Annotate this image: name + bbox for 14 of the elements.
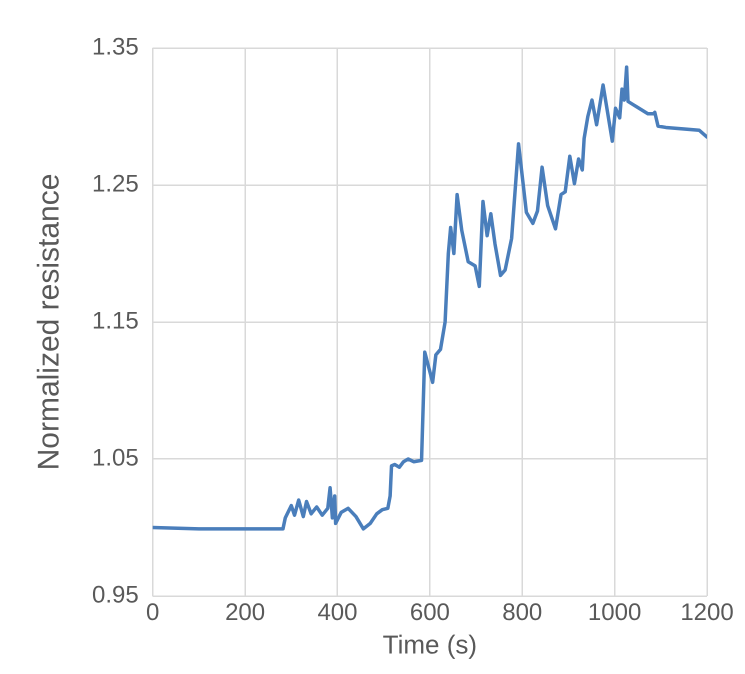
y-tick-label: 1.25 [92,170,139,198]
y-axis-title: Normalized resistance [32,174,66,470]
x-tick-label: 800 [502,599,542,626]
x-tick-label: 1200 [680,599,734,626]
y-tick-label: 1.35 [92,34,139,61]
y-tick-label: 1.15 [92,308,139,335]
x-tick-label: 200 [225,599,266,626]
x-tick-label: 600 [410,599,450,626]
y-tick-label: 1.05 [92,444,139,472]
x-tick-label: 400 [317,599,358,626]
x-tick-label: 0 [146,599,160,626]
y-tick-label: 0.95 [92,582,139,609]
x-axis-title: Time (s) [382,630,478,660]
x-tick-label: 1000 [588,599,642,626]
